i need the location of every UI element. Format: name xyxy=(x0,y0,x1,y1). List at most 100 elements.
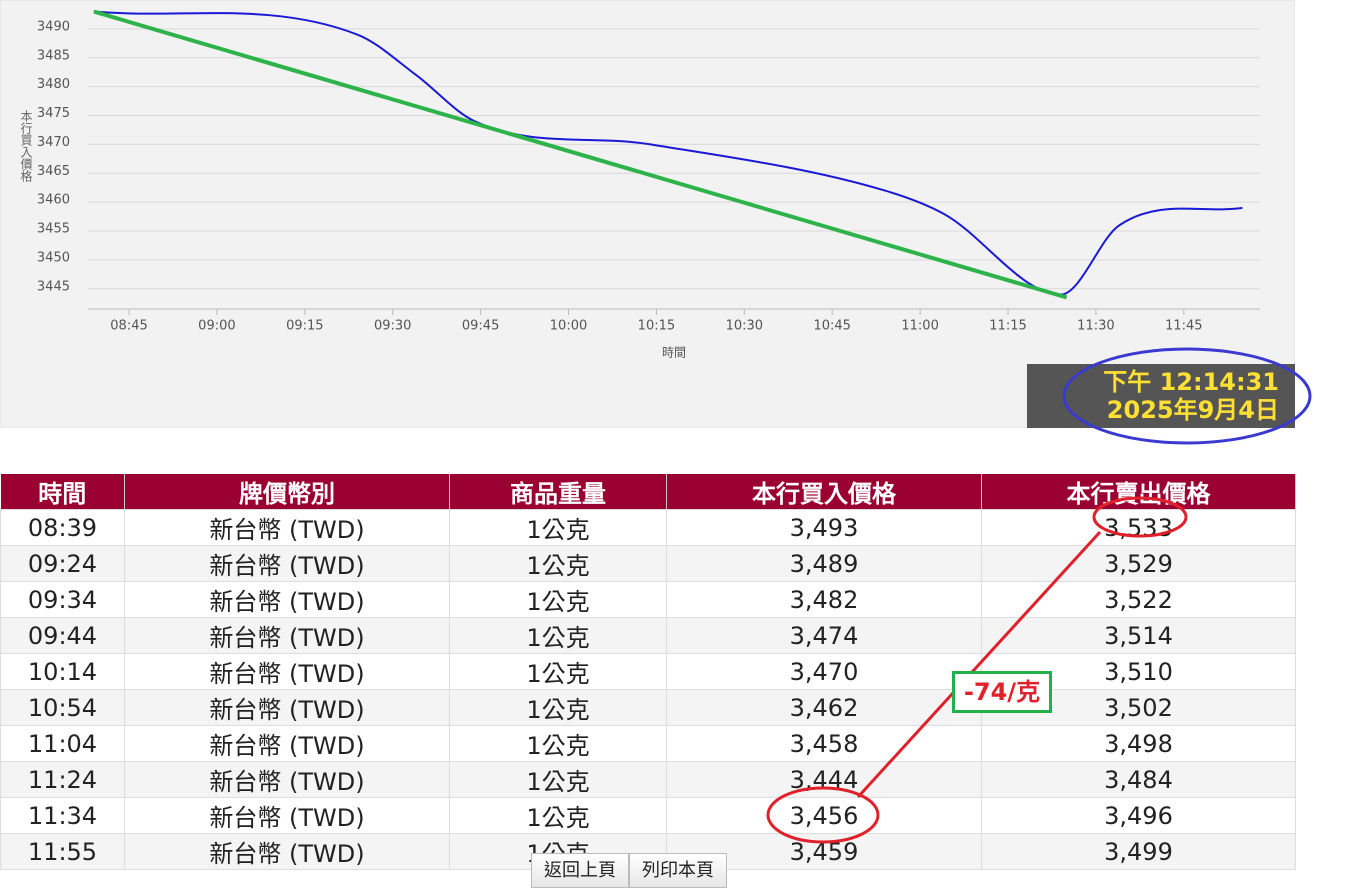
table-row: 09:44 新台幣 (TWD) 1公克 3,474 3,514 xyxy=(0,617,1296,654)
table-cell: 3,458 xyxy=(666,725,982,762)
difference-label: -74/克 xyxy=(952,671,1052,713)
table-row: 08:39 新台幣 (TWD) 1公克 3,493 3,533 xyxy=(0,509,1296,546)
table-cell: 1公克 xyxy=(449,653,667,690)
table-cell: 09:44 xyxy=(0,617,125,654)
table-cell: 新台幣 (TWD) xyxy=(124,509,450,546)
table-cell: 1公克 xyxy=(449,761,667,798)
table-cell: 新台幣 (TWD) xyxy=(124,725,450,762)
y-tick-label: 3465 xyxy=(37,164,70,179)
table-row: 11:24 新台幣 (TWD) 1公克 3,444 3,484 xyxy=(0,761,1296,798)
table-cell: 3,456 xyxy=(666,797,982,834)
y-axis-label: 本行買入價格 xyxy=(19,110,33,182)
column-header: 商品重量 xyxy=(449,474,667,510)
column-header: 牌價幣別 xyxy=(124,474,450,510)
table-cell: 3,498 xyxy=(981,725,1296,762)
table-cell: 新台幣 (TWD) xyxy=(124,617,450,654)
table-row: 10:14 新台幣 (TWD) 1公克 3,470 3,510 xyxy=(0,653,1296,690)
x-tick-label: 10:15 xyxy=(638,319,675,334)
x-tick-label: 10:45 xyxy=(813,319,850,334)
table-cell: 11:34 xyxy=(0,797,125,834)
column-header: 本行買入價格 xyxy=(666,474,982,510)
x-tick-label: 08:45 xyxy=(110,319,147,334)
y-tick-label: 3485 xyxy=(37,48,70,63)
table-row: 09:24 新台幣 (TWD) 1公克 3,489 3,529 xyxy=(0,545,1296,582)
x-tick-label: 10:00 xyxy=(550,319,587,334)
y-tick-label: 3480 xyxy=(37,77,70,92)
table-cell: 1公克 xyxy=(449,545,667,582)
y-tick-label: 3450 xyxy=(37,250,70,265)
table-cell: 3,462 xyxy=(666,689,982,726)
x-tick-label: 11:15 xyxy=(989,319,1026,334)
table-cell: 新台幣 (TWD) xyxy=(124,545,450,582)
table-cell: 3,484 xyxy=(981,761,1296,798)
y-tick-label: 3445 xyxy=(37,279,70,294)
button-bar: 返回上頁 列印本頁 xyxy=(531,853,727,888)
x-tick-label: 10:30 xyxy=(726,319,763,334)
table-cell: 1公克 xyxy=(449,581,667,618)
table-row: 11:34 新台幣 (TWD) 1公克 3,456 3,496 xyxy=(0,797,1296,834)
table-cell: 3,474 xyxy=(666,617,982,654)
y-tick-label: 3460 xyxy=(37,193,70,208)
x-tick-label: 11:45 xyxy=(1165,319,1202,334)
table-row: 09:34 新台幣 (TWD) 1公克 3,482 3,522 xyxy=(0,581,1296,618)
table-cell: 新台幣 (TWD) xyxy=(124,761,450,798)
x-tick-label: 11:00 xyxy=(901,319,938,334)
table-cell: 08:39 xyxy=(0,509,125,546)
column-header: 時間 xyxy=(0,474,125,510)
table-cell: 09:34 xyxy=(0,581,125,618)
table-cell: 新台幣 (TWD) xyxy=(124,653,450,690)
table-cell: 3,514 xyxy=(981,617,1296,654)
table-cell: 新台幣 (TWD) xyxy=(124,833,450,870)
table-cell: 3,496 xyxy=(981,797,1296,834)
table-cell: 1公克 xyxy=(449,509,667,546)
x-tick-label: 09:45 xyxy=(462,319,499,334)
clock: 下午 12:14:31 2025年9月4日 xyxy=(1027,364,1295,428)
table-cell: 1公克 xyxy=(449,797,667,834)
y-tick-label: 3470 xyxy=(37,135,70,150)
table-cell: 10:54 xyxy=(0,689,125,726)
header-row: 時間 牌價幣別 商品重量 本行買入價格 本行賣出價格 xyxy=(0,474,1296,510)
table-cell: 3,499 xyxy=(981,833,1296,870)
table-cell: 3,489 xyxy=(666,545,982,582)
price-table: 時間 牌價幣別 商品重量 本行買入價格 本行賣出價格 08:39 新台幣 (TWD) 1公克… xyxy=(0,474,1296,870)
table-cell: 新台幣 (TWD) xyxy=(124,689,450,726)
table-row: 10:54 新台幣 (TWD) 1公克 3,462 3,502 xyxy=(0,689,1296,726)
table-cell: 11:04 xyxy=(0,725,125,762)
y-tick-label: 3490 xyxy=(37,19,70,34)
table-cell: 1公克 xyxy=(449,725,667,762)
chart: 時間 3445 3450 3455 3460 3465 3470 3475 3480 3485 3… xyxy=(0,0,1295,428)
table-cell: 11:55 xyxy=(0,833,125,870)
x-tick-label: 09:00 xyxy=(198,319,235,334)
table-cell: 3,529 xyxy=(981,545,1296,582)
clock-date: 2025年9月4日 xyxy=(1106,396,1279,424)
trend-line xyxy=(93,9,1068,300)
button[interactable]: 列印本頁 xyxy=(629,853,727,888)
table-cell: 3,482 xyxy=(666,581,982,618)
table-cell: 3,533 xyxy=(981,509,1296,546)
table-cell: 新台幣 (TWD) xyxy=(124,581,450,618)
table-cell: 3,522 xyxy=(981,581,1296,618)
table-cell: 1公克 xyxy=(449,689,667,726)
table-cell: 09:24 xyxy=(0,545,125,582)
x-tick-label: 09:15 xyxy=(286,319,323,334)
column-header: 本行賣出價格 xyxy=(981,474,1296,510)
y-tick-label: 3455 xyxy=(37,222,70,237)
table-cell: 10:14 xyxy=(0,653,125,690)
clock-time: 下午 12:14:31 xyxy=(1103,368,1279,396)
x-axis-label: 時間 xyxy=(662,346,686,360)
button[interactable]: 返回上頁 xyxy=(531,853,629,888)
price-line xyxy=(93,10,1243,296)
table-cell: 3,493 xyxy=(666,509,982,546)
y-tick-label: 3475 xyxy=(37,106,70,121)
table-cell: 3,444 xyxy=(666,761,982,798)
table-cell: 新台幣 (TWD) xyxy=(124,797,450,834)
table-cell: 1公克 xyxy=(449,617,667,654)
x-tick-label: 11:30 xyxy=(1077,319,1114,334)
table-cell: 3,470 xyxy=(666,653,982,690)
table-row: 11:04 新台幣 (TWD) 1公克 3,458 3,498 xyxy=(0,725,1296,762)
table-body: 08:39 新台幣 (TWD) 1公克 3,493 3,533 09:24 新台幣 (TWD… xyxy=(0,509,1296,870)
x-tick-label: 09:30 xyxy=(374,319,411,334)
